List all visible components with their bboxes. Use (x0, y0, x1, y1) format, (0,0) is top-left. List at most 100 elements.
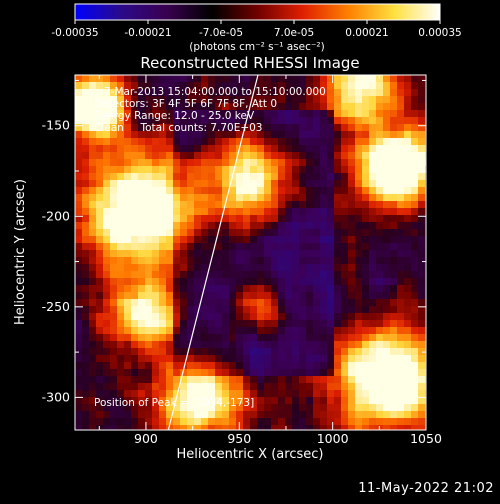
heatmap-cell (250, 187, 258, 195)
heatmap-cell (117, 89, 125, 97)
heatmap-cell (271, 166, 279, 174)
heatmap-cell (166, 383, 174, 391)
heatmap-cell (376, 131, 384, 139)
heatmap-cell (131, 222, 139, 230)
heatmap-cell (110, 313, 118, 321)
heatmap-cell (82, 355, 90, 363)
heatmap-cell (355, 299, 363, 307)
heatmap-cell (117, 334, 125, 342)
heatmap-cell (418, 96, 426, 104)
heatmap-cell (145, 404, 153, 412)
heatmap-cell (131, 411, 139, 419)
heatmap-cell (173, 271, 181, 279)
colorbar-ticks (74, 20, 441, 24)
heatmap-cell (194, 250, 202, 258)
heatmap-cell (166, 222, 174, 230)
heatmap-cell (383, 117, 391, 125)
heatmap-cell (215, 404, 223, 412)
heatmap-cell (187, 390, 195, 398)
heatmap-cell (264, 418, 272, 426)
heatmap-cell (320, 159, 328, 167)
heatmap-cell (145, 166, 153, 174)
heatmap-cell (117, 390, 125, 398)
heatmap-cell (131, 166, 139, 174)
heatmap-cell (96, 152, 104, 160)
heatmap-cell (75, 166, 83, 174)
heatmap-cell (327, 215, 335, 223)
heatmap-cell (306, 89, 314, 97)
heatmap-cell (418, 103, 426, 111)
heatmap-cell (250, 327, 258, 335)
y-tick-label: -250 (42, 299, 70, 314)
heatmap-cell (271, 299, 279, 307)
heatmap-cell (320, 117, 328, 125)
heatmap-cell (306, 390, 314, 398)
heatmap-cell (208, 96, 216, 104)
heatmap-cell (306, 103, 314, 111)
heatmap-cell (362, 404, 370, 412)
heatmap-cell (159, 117, 167, 125)
heatmap-cell (306, 264, 314, 272)
heatmap-cell (89, 271, 97, 279)
heatmap-cell (243, 131, 251, 139)
heatmap-cell (117, 250, 125, 258)
heatmap-cell (222, 103, 230, 111)
heatmap-cell (152, 117, 160, 125)
heatmap-cell (348, 411, 356, 419)
heatmap-cell (355, 292, 363, 300)
heatmap-cell (404, 425, 412, 430)
heatmap-cell (411, 96, 419, 104)
heatmap-cell (306, 236, 314, 244)
plot-frame (74, 74, 427, 431)
heatmap-cell (285, 285, 293, 293)
heatmap-cell (75, 313, 83, 321)
heatmap-cell (397, 285, 405, 293)
heatmap-cell (411, 159, 419, 167)
heatmap-cell (362, 390, 370, 398)
heatmap-cell (201, 166, 209, 174)
heatmap-cell (292, 278, 300, 286)
heatmap-cell (96, 348, 104, 356)
heatmap-cell (194, 383, 202, 391)
heatmap-cell (243, 292, 251, 300)
heatmap-cell (131, 89, 139, 97)
heatmap-cell (313, 306, 321, 314)
heatmap-cell (96, 355, 104, 363)
heatmap-cell (208, 173, 216, 181)
heatmap-cell (257, 341, 265, 349)
heatmap-cell (236, 131, 244, 139)
heatmap-cell (418, 313, 426, 321)
heatmap-cell (236, 124, 244, 132)
heatmap-cell (285, 278, 293, 286)
heatmap-cell (334, 418, 342, 426)
heatmap-cell (124, 285, 132, 293)
heatmap-cell (110, 257, 118, 265)
heatmap-cell (173, 411, 181, 419)
heatmap-cell (376, 376, 384, 384)
heatmap-cell (131, 159, 139, 167)
heatmap-cell (236, 159, 244, 167)
heatmap-cell (208, 110, 216, 118)
heatmap-cell (411, 138, 419, 146)
heatmap-cell (299, 299, 307, 307)
heatmap-cell (166, 124, 174, 132)
heatmap-cell (173, 369, 181, 377)
heatmap-cell (96, 313, 104, 321)
heatmap-cell (418, 369, 426, 377)
heatmap-cell (376, 117, 384, 125)
heatmap-cell (138, 103, 146, 111)
heatmap-cell (152, 292, 160, 300)
heatmap-cell (194, 264, 202, 272)
heatmap-cell (222, 264, 230, 272)
heatmap-cell (383, 145, 391, 153)
heatmap-cell (173, 306, 181, 314)
heatmap-cell (383, 222, 391, 230)
heatmap-cell (362, 201, 370, 209)
heatmap-cell (103, 299, 111, 307)
heatmap-cell (194, 327, 202, 335)
heatmap-cell (320, 306, 328, 314)
heatmap-cell (75, 320, 83, 328)
heatmap-cell (117, 355, 125, 363)
heatmap-cell (271, 397, 279, 405)
heatmap-cell (348, 341, 356, 349)
